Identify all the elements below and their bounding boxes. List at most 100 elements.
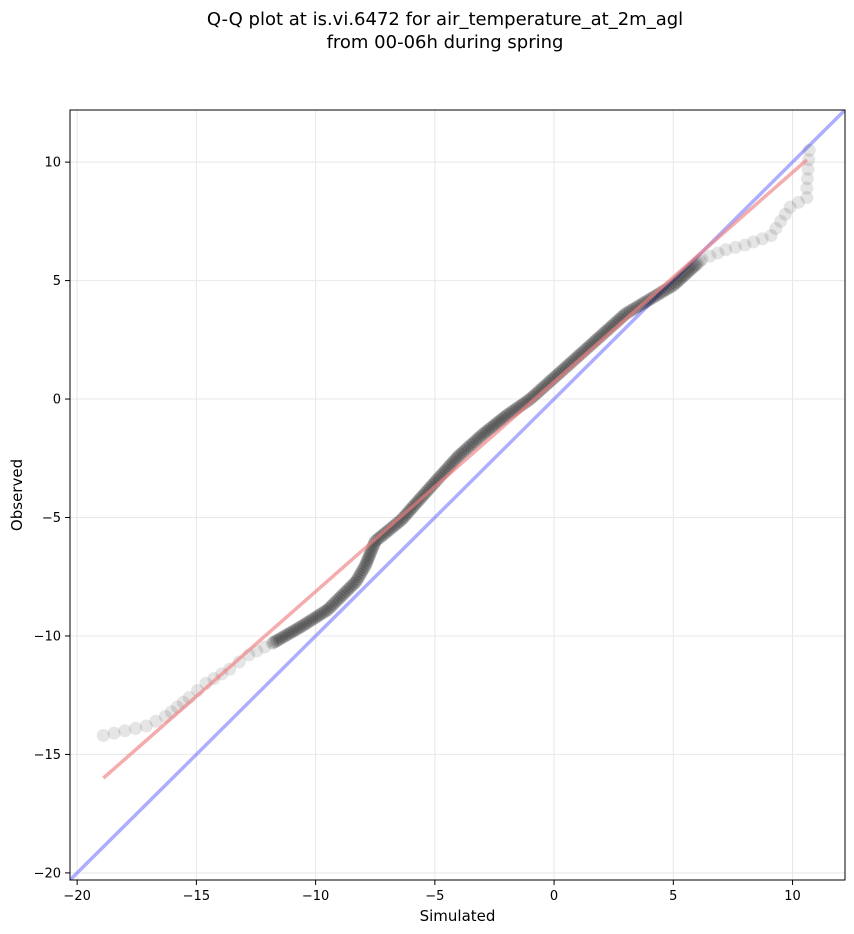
data-point xyxy=(738,238,752,252)
data-point xyxy=(334,590,348,604)
data-point xyxy=(328,595,342,609)
data-point xyxy=(330,593,344,607)
data-point xyxy=(352,570,366,584)
data-point xyxy=(398,509,412,523)
data-point xyxy=(277,630,291,644)
axis-ticks: −20 −15 −10 −5 0 5 10 −20 −15 −10 −5 0 5 10 xyxy=(34,156,801,904)
y-tick-label: 0 xyxy=(53,393,61,408)
data-point xyxy=(801,162,815,176)
data-point xyxy=(326,597,340,611)
plot-frame xyxy=(69,109,846,881)
data-point xyxy=(480,424,494,438)
chart-title: Q-Q plot at is.vi.6472 for air_temperatu… xyxy=(206,9,684,30)
data-point xyxy=(460,442,474,456)
data-point xyxy=(478,426,492,440)
data-point xyxy=(356,563,370,577)
data-point xyxy=(129,721,143,735)
data-point xyxy=(390,516,404,530)
data-point xyxy=(96,728,110,742)
data-point xyxy=(470,433,484,447)
data-point xyxy=(353,567,367,581)
data-point xyxy=(474,429,488,443)
data-point xyxy=(472,431,486,445)
data-point xyxy=(711,246,725,260)
data-point xyxy=(802,143,816,157)
data-point xyxy=(491,415,505,429)
x-tick-label: −15 xyxy=(183,889,210,904)
data-point xyxy=(454,447,468,461)
data-point xyxy=(783,200,797,214)
data-point xyxy=(351,572,365,586)
y-tick-label: −10 xyxy=(34,629,61,644)
data-point xyxy=(268,635,282,649)
data-point xyxy=(118,724,132,738)
data-point xyxy=(764,229,778,243)
data-point xyxy=(340,584,354,598)
data-point xyxy=(357,560,371,574)
data-point xyxy=(485,420,499,434)
data-point xyxy=(703,249,717,263)
data-point xyxy=(452,449,466,463)
data-point xyxy=(384,521,398,535)
data-point xyxy=(458,444,472,458)
data-point xyxy=(332,592,346,606)
data-point xyxy=(318,604,332,618)
data-point xyxy=(450,451,464,465)
data-point xyxy=(303,614,317,628)
data-point xyxy=(382,523,396,537)
y-tick-label: −20 xyxy=(34,866,61,881)
data-point xyxy=(462,440,476,454)
data-point xyxy=(774,214,788,228)
data-point xyxy=(423,480,437,494)
data-point xyxy=(650,288,664,302)
y-axis-label: Observed xyxy=(8,459,26,531)
data-point xyxy=(388,518,402,532)
y-tick-label: −5 xyxy=(42,511,61,526)
data-point xyxy=(301,615,315,629)
data-point xyxy=(367,537,381,551)
data-point xyxy=(107,726,121,740)
data-point xyxy=(360,556,374,570)
data-point xyxy=(139,719,153,733)
data-point xyxy=(747,235,761,249)
data-point xyxy=(394,513,408,527)
data-point xyxy=(307,611,321,625)
data-point xyxy=(800,191,814,205)
data-point xyxy=(149,714,163,728)
fit-line-layer xyxy=(102,158,809,780)
identity-line-layer xyxy=(70,110,845,880)
data-point xyxy=(495,412,509,426)
data-point xyxy=(305,613,319,627)
data-point xyxy=(792,195,805,209)
data-point xyxy=(336,588,350,602)
data-point xyxy=(338,586,352,600)
data-point xyxy=(321,603,335,617)
data-point xyxy=(281,627,295,641)
data-point xyxy=(286,625,300,639)
data-point xyxy=(283,626,297,640)
grid xyxy=(70,110,845,880)
data-point xyxy=(468,435,482,449)
x-tick-label: 0 xyxy=(550,889,558,904)
data-point xyxy=(363,548,377,562)
data-point xyxy=(290,622,304,636)
data-point xyxy=(258,640,272,654)
data-point xyxy=(386,519,400,533)
data-point xyxy=(446,455,460,469)
data-point xyxy=(493,413,507,427)
data-point xyxy=(274,631,288,645)
data-point xyxy=(626,302,640,316)
data-point xyxy=(343,580,357,594)
data-point xyxy=(719,243,733,257)
data-point xyxy=(345,578,359,592)
data-point xyxy=(769,221,783,235)
scatter-points xyxy=(96,143,816,742)
x-tick-label: −5 xyxy=(425,889,444,904)
y-tick-label: −15 xyxy=(34,748,61,763)
fit-line xyxy=(102,158,809,780)
data-point xyxy=(396,511,410,525)
data-point xyxy=(292,621,306,635)
data-point xyxy=(361,553,375,567)
data-point xyxy=(324,599,338,613)
